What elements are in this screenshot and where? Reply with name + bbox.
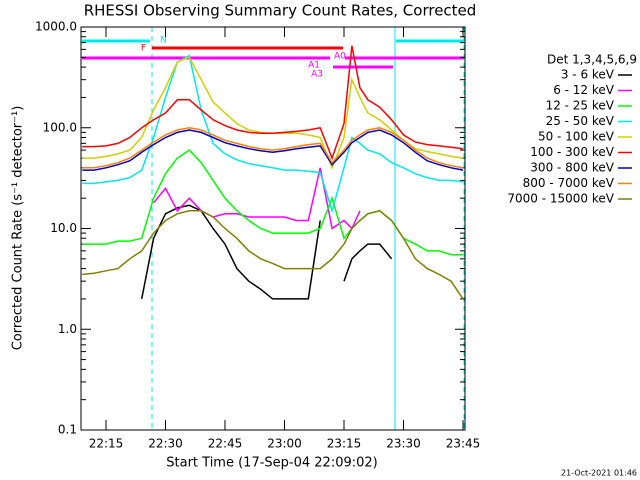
flag-label: F xyxy=(141,44,146,54)
legend-label: 50 - 100 keV xyxy=(538,130,615,144)
flag-label: A3 xyxy=(311,70,323,80)
series-line xyxy=(82,54,464,214)
x-tick-label: 23:45 xyxy=(446,437,481,451)
series-line xyxy=(82,129,464,171)
flag-label: N xyxy=(160,36,167,46)
x-tick-label: 23:00 xyxy=(267,437,302,451)
series-line xyxy=(153,167,361,230)
legend-label: 100 - 300 keV xyxy=(530,145,614,159)
y-tick-label: 1.0 xyxy=(58,322,77,336)
legend-label: 25 - 50 keV xyxy=(546,114,615,128)
series-line xyxy=(82,127,464,169)
series-line xyxy=(82,45,464,161)
legend-label: 300 - 800 keV xyxy=(530,161,614,175)
series-line xyxy=(140,204,393,300)
legend-title: Det 1,3,4,5,6,9 xyxy=(547,53,637,67)
flag-label: A0 xyxy=(334,52,346,62)
footer: 21-Oct-2021 01:46 xyxy=(561,469,637,478)
x-tick-label: 23:30 xyxy=(386,437,421,451)
y-tick-label: 0.1 xyxy=(58,423,77,437)
y-tick-label: 10.0 xyxy=(50,221,77,235)
chart-title: RHESSI Observing Summary Count Rates, Co… xyxy=(84,2,477,20)
y-axis-label: Corrected Count Rate (s⁻¹ detector⁻¹) xyxy=(11,106,26,351)
x-axis-label: Start Time (17-Sep-04 22:09:02) xyxy=(166,456,377,471)
y-tick-label: 1000.0 xyxy=(35,20,77,34)
series-line xyxy=(82,209,464,300)
x-tick-label: 22:45 xyxy=(208,437,243,451)
x-tick-label: 23:15 xyxy=(327,437,362,451)
y-tick-label: 100.0 xyxy=(43,120,77,134)
legend-label: 12 - 25 keV xyxy=(546,99,615,113)
x-tick-label: 22:15 xyxy=(89,437,124,451)
flag-label: A1 xyxy=(308,61,320,71)
legend-label: 7000 - 15000 keV xyxy=(507,192,614,206)
legend-label: 3 - 6 keV xyxy=(561,68,615,82)
x-tick-label: 22:30 xyxy=(148,437,183,451)
legend-label: 800 - 7000 keV xyxy=(523,176,615,190)
legend-label: 6 - 12 keV xyxy=(553,83,615,97)
